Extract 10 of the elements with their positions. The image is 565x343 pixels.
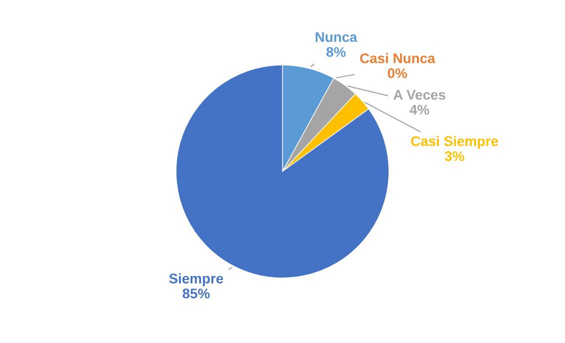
category-label: Casi Nunca <box>360 53 436 64</box>
text: 0% <box>388 68 408 78</box>
data-label: 8% <box>326 47 346 57</box>
data-label: 4% <box>410 104 430 115</box>
slice-label: Siempre <box>169 273 224 286</box>
slice-label: Casi Siempre <box>411 136 498 149</box>
slice-label: A Veces <box>393 90 446 100</box>
slice-label: Nunca <box>316 32 358 42</box>
data-label: 3% <box>444 151 464 162</box>
data-label: 85% <box>182 288 210 298</box>
